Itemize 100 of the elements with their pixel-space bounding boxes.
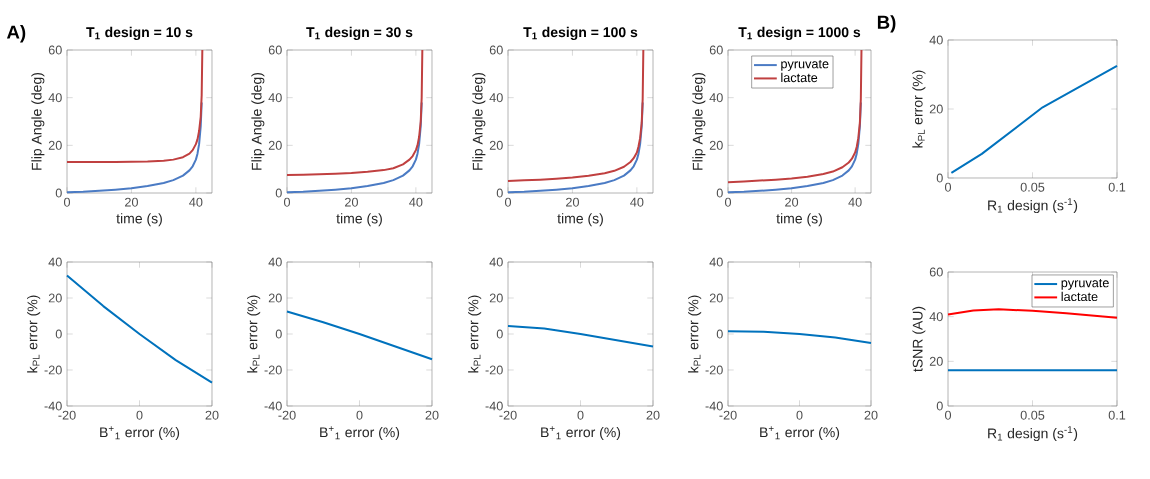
y-tick-label: 40 [48,93,62,103]
x-tick-label: 0 [724,197,732,207]
text: B) [877,15,896,33]
y-axis-title: Flip Angle (deg) [692,72,706,170]
chart-title: T$_{1}$ design = 1000 s [738,26,861,40]
x-axis-title: time (s) [557,213,603,227]
y-tick-label: 20 [929,356,943,366]
y-tick-label: -20 [264,365,282,375]
x-tick-label: 20 [205,410,219,420]
y-tick-label: 20 [709,140,723,150]
x-tick-label: 20 [425,410,439,420]
x-tick-label: 40 [630,197,644,207]
x-tick-label: 0.05 [1020,410,1045,420]
y-tick-label: 0 [55,329,62,339]
x-axis-title: R$_{1}$ design (s$^{-1}$) [988,198,1078,214]
x-tick-label: 40 [409,197,423,207]
y-axis-title: k$_{PL}$ error (%) [247,295,261,373]
x-tick-label: 0 [136,410,143,420]
y-axis-title: tSNR (AU) [912,306,926,372]
y-tick-label: 20 [48,293,62,303]
line-series [947,308,1119,319]
x-tick-label: 0 [577,410,584,420]
y-tick-label: -20 [485,365,503,375]
y-tick-label: 0 [936,173,943,183]
y-tick-label: 0 [936,401,943,411]
x-tick-label: 0 [504,197,512,207]
y-tick-label: -40 [264,401,282,411]
legend-label: lactate [781,72,818,83]
chart-title: T$_{1}$ design = 100 s [523,26,638,40]
x-axis-title: time (s) [336,213,382,227]
legend-label: pyruvate [1061,278,1109,290]
x-tick-label: 0.1 [1108,182,1126,192]
x-axis-title: B$^{+}$$_{1}$ error (%) [760,426,840,441]
y-tick-label: -40 [485,401,503,411]
legend-label: lactate [1061,291,1098,302]
y-tick-label: 40 [929,312,943,322]
y-tick-label: 40 [489,257,503,267]
line-series [66,274,213,384]
y-tick-label: 20 [489,140,503,150]
y-tick-label: 0 [496,329,503,339]
line-series [507,49,645,183]
y-tick-label: 20 [929,104,943,114]
y-tick-label: 20 [489,293,503,303]
y-axis-title: k$_{PL}$ error (%) [912,70,926,148]
text: A) [6,25,26,43]
x-tick-label: 0 [944,182,952,192]
line-series [727,330,872,344]
x-tick-label: 20 [864,410,878,420]
x-tick-label: 0 [283,197,291,207]
y-axis-title: Flip Angle (deg) [31,73,45,170]
x-tick-label: 20 [646,410,660,420]
y-tick-label: 60 [709,45,723,55]
y-tick-label: -40 [705,401,723,411]
line-series [507,101,644,194]
y-tick-label: 40 [709,93,723,103]
y-tick-label: 60 [489,45,503,55]
y-axis-title: k$_{PL}$ error (%) [468,295,482,373]
x-tick-label: 0.05 [1020,182,1045,192]
legend-label: pyruvate [781,59,829,71]
x-axis-title: B$^{+}$$_{1}$ error (%) [100,426,180,441]
y-tick-label: 20 [48,140,62,150]
chart-title: T$_{1}$ design = 30 s [306,26,413,40]
y-axis-title: k$_{PL}$ error (%) [688,295,702,373]
x-tick-label: 20 [566,197,579,207]
x-tick-label: 20 [125,197,138,207]
x-axis-title: B$^{+}$$_{1}$ error (%) [541,426,621,441]
x-tick-label: 0 [944,410,952,420]
x-tick-label: 20 [785,197,799,207]
y-tick-label: 40 [268,257,282,267]
y-tick-label: 40 [929,35,943,45]
x-tick-label: 0 [356,410,363,420]
x-tick-label: 40 [189,197,203,207]
y-tick-label: 40 [489,93,503,103]
x-axis-title: B$^{+}$$_{1}$ error (%) [320,426,400,441]
x-tick-label: 0 [63,197,71,207]
x-axis-title: R$_{1}$ design (s$^{-1}$) [988,426,1078,442]
y-tick-label: 40 [709,257,723,267]
y-tick-label: 60 [929,267,943,277]
y-axis-title: Flip Angle (deg) [251,72,265,170]
y-tick-label: 20 [709,293,723,303]
x-axis-title: time (s) [116,213,162,227]
line-series [66,101,203,194]
y-tick-label: -20 [705,365,723,375]
y-tick-label: 0 [275,329,282,339]
chart-title: T$_{1}$ design = 10 s [86,26,193,40]
y-tick-label: 20 [268,140,282,150]
x-tick-label: 40 [848,197,862,207]
y-tick-label: 40 [48,257,62,267]
x-tick-label: 20 [345,197,358,207]
y-tick-label: -20 [44,365,62,375]
y-tick-label: 60 [268,45,282,55]
y-axis-title: Flip Angle (deg) [472,72,486,170]
line-series [950,64,1119,174]
y-tick-label: 20 [268,293,282,303]
y-tick-label: 60 [48,45,62,55]
x-tick-label: 0 [796,410,803,420]
x-tick-label: 0.1 [1108,410,1126,420]
y-tick-label: 40 [268,93,282,103]
y-tick-label: 0 [716,329,723,339]
y-axis-title: k$_{PL}$ error (%) [27,295,41,373]
